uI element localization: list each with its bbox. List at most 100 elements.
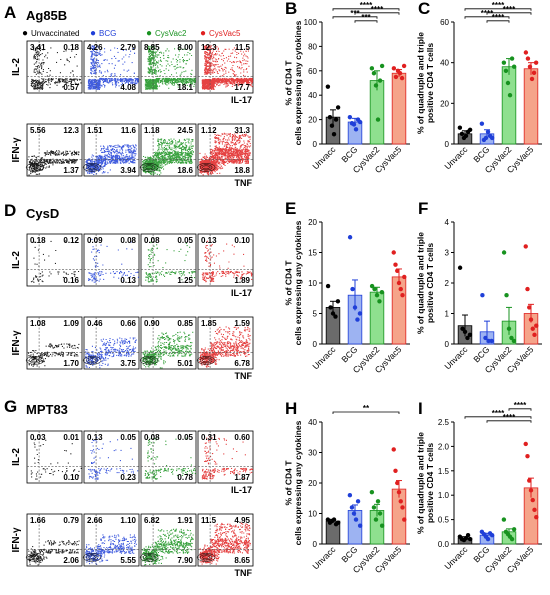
event-dots bbox=[201, 435, 254, 480]
density-contour bbox=[199, 357, 213, 364]
data-point bbox=[333, 117, 339, 122]
quadrant-value-lower-right: 0.13 bbox=[120, 276, 136, 285]
y-tick-label: 40 bbox=[308, 418, 317, 427]
quadrant-value-upper-left: 3.41 bbox=[30, 43, 46, 52]
data-point bbox=[528, 488, 534, 493]
quadrant-value-lower-right: 3.75 bbox=[120, 359, 136, 368]
data-point bbox=[507, 93, 513, 98]
y-tick-label: 20 bbox=[308, 479, 317, 488]
quadrant-value-upper-left: 12.3 bbox=[201, 43, 217, 52]
data-point bbox=[483, 135, 489, 141]
plot-frame bbox=[197, 233, 254, 287]
data-point bbox=[485, 129, 491, 134]
flow-x-axis-label: IL-17 bbox=[231, 288, 252, 298]
quadrant-value-lower-right: 1.89 bbox=[234, 276, 250, 285]
data-point bbox=[347, 493, 353, 498]
bar-cysvac5 bbox=[391, 276, 407, 345]
flow-plot-D-top-1: 0.09 0.08 0.13 bbox=[83, 233, 140, 287]
bar-chart-C: C 0 20 40 60 % of quadruple and triplepositiv… bbox=[415, 0, 542, 175]
panel-letter-A: A bbox=[4, 3, 16, 22]
data-point bbox=[397, 71, 403, 76]
data-point bbox=[509, 56, 515, 61]
flow-row-G-top: IL-2IL-170.03 0.010.100.13 0.050.230.08 0.0… bbox=[11, 430, 254, 495]
data-point bbox=[335, 299, 341, 304]
data-point bbox=[501, 517, 507, 522]
quadrant-value-upper-left: 1.51 bbox=[87, 126, 103, 135]
flow-plot-A-bottom-2: 1.18 24.5 18.6 bbox=[139, 123, 197, 177]
data-point bbox=[400, 293, 405, 298]
data-point bbox=[379, 523, 385, 528]
quadrant-value-upper-left: 0.13 bbox=[87, 433, 103, 442]
legend-label-unvaccinated: Unvaccinated bbox=[31, 29, 79, 38]
legend-label-bcg: BCG bbox=[99, 29, 116, 38]
data-point bbox=[402, 517, 407, 522]
quadrant-value-upper-right: 0.79 bbox=[63, 516, 79, 525]
bar-chart-H: H 0 10 20 30 40 % of CD4 Tcells expressing any… bbox=[283, 399, 410, 575]
antigen-label-D: CysD bbox=[26, 206, 59, 221]
density-contour bbox=[145, 555, 153, 560]
data-point bbox=[530, 326, 535, 331]
quadrant-value-upper-left: 0.90 bbox=[144, 319, 160, 328]
quadrant-value-upper-right: 24.5 bbox=[177, 126, 193, 135]
flow-plot-A-top-1: 4.26 2.79 4.08 bbox=[83, 40, 140, 94]
quadrant-value-lower-right: 4.08 bbox=[120, 83, 136, 92]
data-point bbox=[400, 505, 405, 510]
quadrant-value-upper-right: 31.3 bbox=[234, 126, 250, 135]
significance-label: **** bbox=[503, 5, 516, 14]
quadrant-value-upper-right: 12.3 bbox=[63, 126, 79, 135]
data-point bbox=[532, 332, 537, 338]
data-point bbox=[335, 105, 341, 110]
data-point bbox=[325, 84, 331, 89]
data-point bbox=[393, 468, 398, 473]
data-point bbox=[351, 122, 357, 127]
y-axis-label: % of CD4 Tcells expressing any cytokines bbox=[283, 20, 302, 145]
data-point bbox=[395, 268, 400, 273]
data-point bbox=[525, 286, 530, 292]
data-point bbox=[506, 326, 512, 331]
data-point bbox=[377, 511, 383, 516]
data-point bbox=[501, 60, 507, 65]
density-contour bbox=[139, 356, 159, 365]
data-point bbox=[511, 64, 517, 69]
data-point bbox=[509, 335, 514, 341]
quadrant-value-upper-right: 11.5 bbox=[235, 43, 251, 52]
data-point bbox=[327, 114, 333, 120]
y-axis-label: % of CD4 Tcells expressing any cytokines bbox=[283, 420, 302, 545]
significance-bracket bbox=[354, 12, 400, 15]
panel-letter-I: I bbox=[418, 399, 423, 418]
y-tick-label: 15 bbox=[308, 249, 317, 258]
quadrant-value-upper-right: 0.10 bbox=[234, 236, 250, 245]
flow-plot-G-bottom-2: 6.82 1.91 7.90 bbox=[139, 513, 197, 567]
density-contour bbox=[82, 163, 102, 172]
data-point bbox=[350, 286, 355, 292]
quadrant-value-upper-left: 6.82 bbox=[144, 516, 160, 525]
quadrant-value-upper-right: 11.6 bbox=[121, 126, 137, 135]
density-contour bbox=[31, 165, 39, 170]
data-point bbox=[333, 314, 338, 319]
quadrant-value-upper-right: 1.91 bbox=[177, 516, 193, 525]
data-point bbox=[460, 326, 465, 331]
data-point bbox=[533, 60, 539, 65]
flow-cytometry-plots: IL-2 IL-17 3.41 0.18 0.57 4.26 2.79 4.08 8.85 8.0… bbox=[11, 40, 254, 578]
y-tick-label: 2 bbox=[445, 279, 450, 288]
y-tick-label: 40 bbox=[308, 91, 317, 100]
data-point bbox=[459, 131, 465, 137]
data-point bbox=[357, 523, 363, 528]
data-point bbox=[525, 453, 530, 459]
data-point bbox=[379, 289, 385, 295]
y-axis-label-line: % of quadruple and triple bbox=[415, 32, 425, 134]
quadrant-value-lower-right: 2.06 bbox=[63, 556, 79, 565]
y-tick-label: 20 bbox=[440, 99, 449, 108]
quadrant-value-upper-left: 0.03 bbox=[30, 433, 46, 442]
quadrant-value-upper-right: 0.05 bbox=[120, 433, 136, 442]
bar-cysvac2 bbox=[501, 66, 517, 145]
quadrant-value-lower-right: 1.25 bbox=[177, 276, 193, 285]
y-tick-label: 0.5 bbox=[438, 516, 450, 525]
flow-x-axis-label: IL-17 bbox=[231, 485, 252, 495]
data-point bbox=[457, 265, 463, 270]
event-dots bbox=[145, 241, 196, 283]
y-tick-label: 4 bbox=[445, 218, 450, 227]
data-point bbox=[398, 286, 403, 292]
data-point bbox=[391, 66, 397, 71]
significance-bracket bbox=[464, 8, 532, 11]
